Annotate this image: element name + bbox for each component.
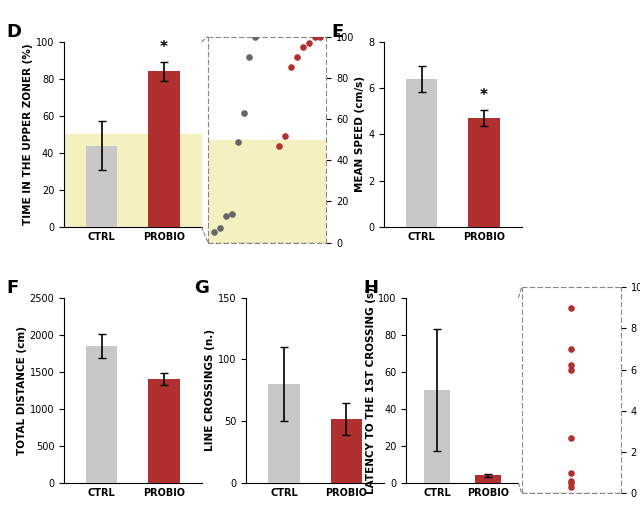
Point [244,53,255,62]
Bar [331,419,362,483]
Point [209,228,219,236]
Point [566,361,576,370]
Point [316,32,326,41]
Text: F: F [6,279,19,297]
Point [215,224,225,232]
Text: *: * [480,88,488,103]
Y-axis label: TIME IN THE UPPER ZONER (%): TIME IN THE UPPER ZONER (%) [23,44,33,225]
Point [221,212,231,220]
Point [566,433,576,442]
Point [232,137,243,146]
Text: *: * [160,40,168,55]
Point [285,63,296,72]
Point [309,32,319,41]
Point [566,479,576,487]
Bar [86,346,117,483]
Y-axis label: TOTAL DISTANCE (cm): TOTAL DISTANCE (cm) [17,326,27,455]
Point [227,210,237,218]
Y-axis label: MEAN SPEED (cm/s): MEAN SPEED (cm/s) [355,76,365,193]
Point [566,345,576,353]
Bar [468,118,500,227]
Point [566,469,576,477]
Point [566,483,576,491]
Y-axis label: LATENCY TO THE 1ST CROSSING (s): LATENCY TO THE 1ST CROSSING (s) [365,287,376,494]
Point [566,477,576,485]
Text: G: G [194,279,209,297]
Bar [475,476,500,483]
Y-axis label: LINE CROSSINGS (n.): LINE CROSSINGS (n.) [205,329,216,451]
Text: H: H [364,279,379,297]
Point [238,109,248,117]
Point [298,43,308,51]
Bar [268,384,300,483]
Point [292,53,302,62]
Bar [406,79,437,227]
Bar [86,146,117,227]
Text: D: D [6,23,21,41]
Text: E: E [332,23,344,41]
Bar [424,390,450,483]
Bar [148,72,180,227]
Point [303,39,314,47]
Point [250,32,260,41]
Bar [208,140,326,243]
Point [274,141,284,150]
Bar [64,135,202,227]
Point [566,304,576,312]
Point [280,132,290,140]
Bar [148,379,180,483]
Point [566,365,576,374]
